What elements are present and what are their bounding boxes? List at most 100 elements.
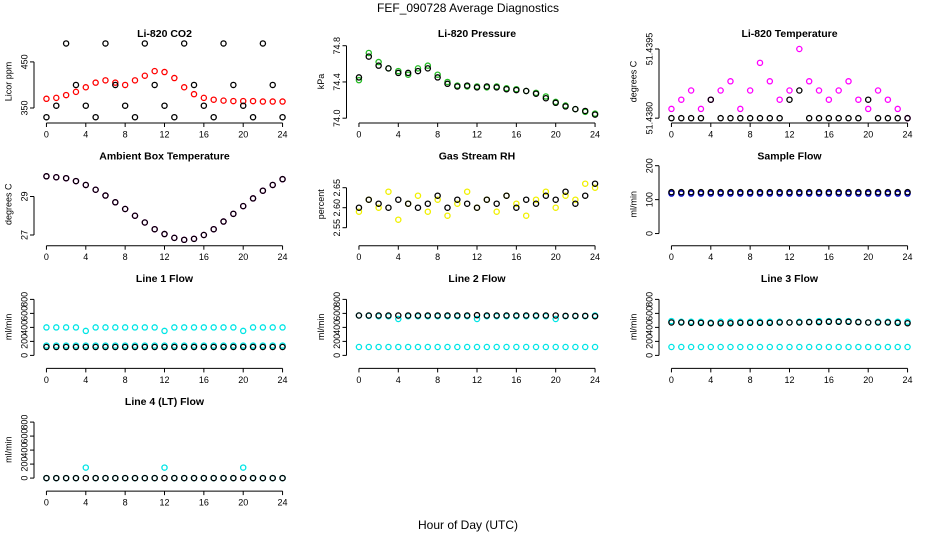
x-tick-label: 0 (356, 252, 361, 262)
point (230, 97, 237, 105)
point (239, 102, 247, 109)
x-tick-label: 12 (472, 375, 482, 385)
y-axis-title: degrees C (3, 183, 13, 225)
point (513, 200, 520, 207)
y-tick-label: 74.0 (332, 109, 342, 127)
point (454, 200, 461, 207)
point (92, 186, 99, 194)
point (375, 312, 382, 319)
point (161, 474, 168, 482)
chart-title: Line 4 (LT) Flow (125, 396, 205, 408)
x-tick-label: 16 (511, 129, 521, 139)
point (522, 343, 530, 351)
point (542, 343, 550, 351)
y-tick-label: 2.65 (332, 179, 342, 197)
point (200, 231, 208, 239)
point (707, 319, 715, 327)
point (581, 312, 589, 320)
point (503, 343, 510, 351)
point (463, 312, 471, 319)
point (572, 196, 579, 203)
point (239, 474, 247, 482)
point (395, 343, 402, 351)
point (200, 343, 208, 351)
y-tick-label: 200 (19, 334, 29, 349)
y-tick-label: 400 (19, 443, 29, 458)
x-tick-label: 20 (863, 252, 873, 262)
point (756, 59, 764, 67)
point (395, 196, 402, 203)
point (815, 114, 823, 122)
x-tick-label: 0 (44, 497, 49, 507)
point (864, 319, 872, 326)
point (874, 188, 882, 196)
point (385, 343, 392, 351)
point (190, 90, 198, 98)
chart-title: Line 3 Flow (761, 273, 819, 285)
point (62, 174, 70, 182)
x-tick-label: 16 (199, 497, 209, 507)
point (805, 188, 813, 196)
point (552, 315, 559, 323)
x-tick-label: 24 (278, 252, 288, 262)
point (171, 474, 178, 482)
point (434, 343, 441, 351)
x-tick-label: 4 (83, 129, 88, 139)
point (522, 312, 530, 319)
point (874, 319, 882, 326)
point (542, 95, 550, 102)
point (572, 105, 579, 113)
point (756, 319, 764, 327)
point (473, 315, 481, 323)
point (279, 324, 286, 331)
point (259, 474, 267, 482)
point (200, 474, 208, 482)
point (82, 84, 90, 91)
point (190, 235, 198, 243)
point (668, 105, 675, 113)
point (180, 474, 188, 482)
y-tick-label: 0 (19, 353, 29, 358)
point (815, 343, 823, 351)
x-tick-label: 8 (123, 252, 128, 262)
point (737, 319, 744, 327)
point (562, 312, 569, 320)
point (845, 318, 852, 326)
point (112, 343, 119, 351)
point (92, 324, 99, 331)
point (121, 81, 129, 89)
point (385, 312, 392, 319)
point (845, 114, 852, 122)
x-tick-label: 8 (748, 129, 753, 139)
y-tick-label: 0 (332, 353, 342, 358)
point (884, 319, 892, 326)
point (355, 74, 363, 81)
point (581, 107, 589, 115)
x-tick-label: 12 (784, 252, 794, 262)
point (591, 312, 599, 320)
point (375, 62, 382, 69)
point (102, 40, 109, 47)
point (72, 81, 80, 89)
point (562, 103, 569, 110)
point (395, 312, 402, 319)
point (365, 343, 373, 351)
point (210, 324, 217, 331)
point (131, 77, 139, 84)
point (269, 343, 276, 351)
point (786, 188, 793, 196)
point (727, 114, 734, 122)
point (532, 312, 540, 319)
point (171, 234, 178, 242)
point (43, 173, 50, 180)
point (112, 199, 119, 206)
chart-title: Line 2 Flow (448, 273, 506, 285)
point (112, 79, 119, 86)
point (121, 102, 129, 109)
point (796, 319, 803, 326)
point (532, 200, 540, 207)
point (727, 188, 734, 196)
point (141, 474, 149, 482)
x-tick-label: 24 (278, 129, 288, 139)
